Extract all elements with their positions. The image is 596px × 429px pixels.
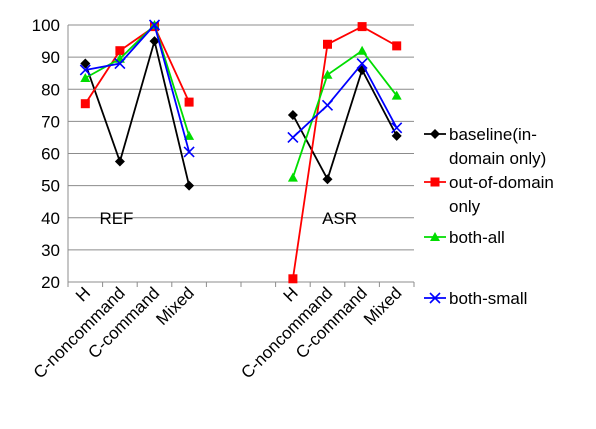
data-point: [79, 64, 91, 76]
data-point: [80, 58, 91, 69]
data-point: [80, 73, 91, 83]
series-line: [292, 49, 398, 178]
legend-label: domain only): [449, 149, 546, 168]
x-tick-label: H: [72, 283, 94, 305]
series-layer: [79, 19, 403, 284]
legend-item: both-small: [424, 289, 527, 308]
x-tick-label: Mixed: [360, 283, 406, 329]
y-tick-label: 40: [41, 209, 60, 228]
data-point: [184, 180, 195, 191]
data-point: [149, 36, 160, 47]
grid-layer: [68, 24, 414, 283]
data-point: [184, 97, 194, 107]
series-line: [84, 37, 190, 186]
data-point: [184, 130, 195, 140]
data-point: [391, 90, 402, 100]
series-line: [84, 25, 190, 105]
series-line: [292, 61, 398, 139]
legend-label: baseline(in-: [449, 125, 537, 144]
legend: baseline(in-domain only) out-of-domain onl…: [424, 125, 554, 308]
data-point: [287, 109, 298, 120]
legend-marker: [430, 129, 440, 139]
y-tick-label: 70: [41, 112, 60, 131]
data-point: [392, 41, 402, 51]
legend-item: both-all: [424, 228, 505, 247]
legend-item: out-of-domain only: [424, 173, 554, 216]
series-line: [292, 25, 398, 279]
legend-marker: [430, 232, 440, 241]
x-tick-label: H: [280, 283, 302, 305]
group-label: REF: [99, 209, 133, 228]
series-line: [292, 67, 398, 182]
data-point: [323, 39, 332, 49]
series-baseline-in-domain-only-: [80, 36, 402, 191]
series-both-small: [79, 19, 403, 158]
legend-item: baseline(in-domain only): [424, 125, 546, 168]
data-point: [183, 146, 195, 158]
legend-marker: [430, 177, 440, 187]
legend-label: out-of-domain: [449, 173, 554, 192]
x-tick-label: Mixed: [152, 283, 198, 329]
y-tick-label: 60: [41, 145, 60, 164]
y-tick-label: 80: [41, 80, 60, 99]
data-point: [357, 22, 367, 32]
series-line: [84, 23, 190, 137]
y-tick-label: 90: [41, 48, 60, 67]
y-tick-label: 30: [41, 241, 60, 260]
data-point: [114, 57, 126, 70]
data-point: [115, 46, 125, 56]
data-point: [321, 99, 334, 111]
legend-label: both-all: [449, 228, 505, 247]
y-tick-label: 100: [32, 16, 60, 35]
series-out-of-domain-only: [80, 22, 402, 284]
data-point: [322, 69, 333, 79]
y-tick-label: 50: [41, 177, 60, 196]
legend-label: both-small: [449, 289, 527, 308]
data-point: [391, 130, 402, 141]
data-point: [322, 174, 333, 185]
data-point: [288, 274, 298, 284]
series-line: [85, 23, 190, 153]
group-label: ASR: [322, 209, 357, 228]
annotation-layer: REF ASR: [99, 209, 357, 228]
data-point: [357, 45, 368, 55]
legend-label: only: [449, 197, 481, 216]
data-point: [356, 57, 368, 70]
y-tick-label: 20: [41, 273, 60, 292]
data-point: [391, 122, 403, 134]
data-point: [287, 131, 299, 144]
legend-marker: [429, 292, 441, 304]
data-point: [114, 156, 125, 167]
data-point: [80, 99, 90, 109]
data-point: [148, 19, 161, 31]
data-point: [287, 172, 298, 182]
